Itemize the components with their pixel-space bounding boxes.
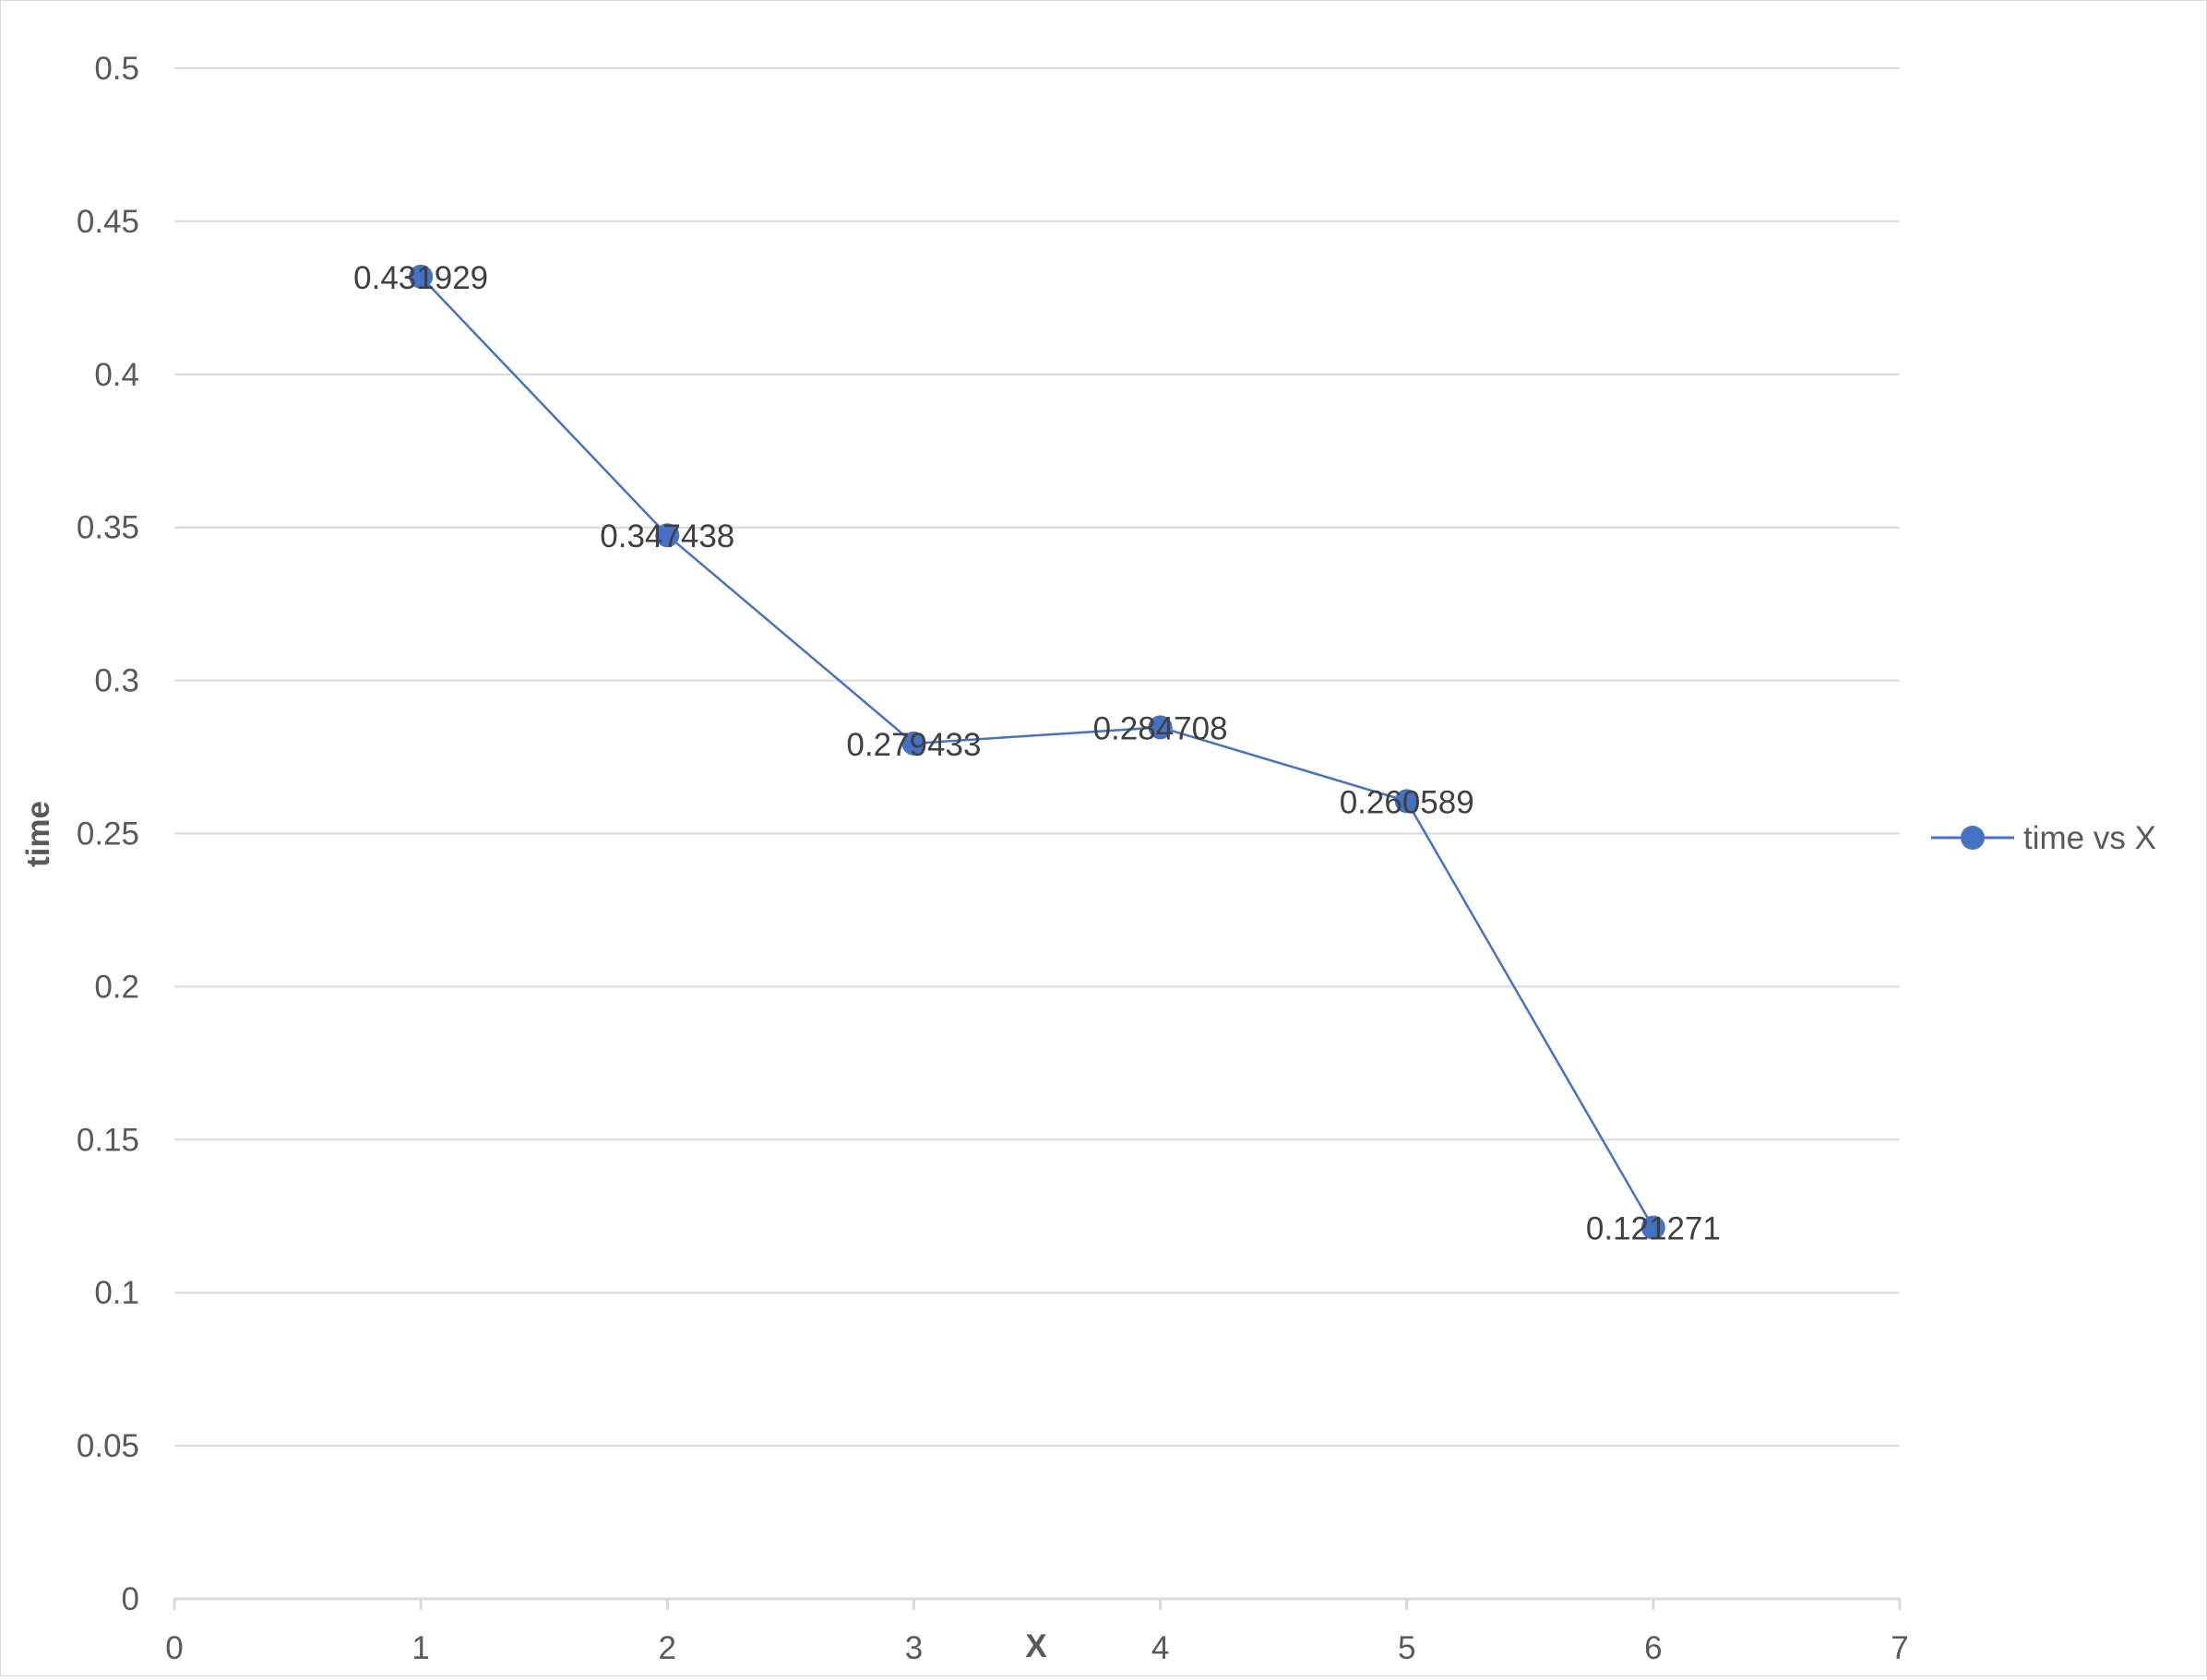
y-tick-label: 0.2 bbox=[94, 969, 139, 1005]
data-point bbox=[409, 264, 434, 289]
x-tick-label: 3 bbox=[905, 1630, 923, 1666]
y-tick-label: 0 bbox=[122, 1581, 139, 1617]
data-point bbox=[901, 731, 926, 756]
series-line bbox=[420, 275, 1654, 1229]
data-label: 0.284708 bbox=[1093, 710, 1228, 746]
legend-label: time vs X bbox=[2023, 820, 2156, 856]
x-tick-label: 2 bbox=[659, 1630, 676, 1666]
data-label: 0.260589 bbox=[1340, 784, 1474, 820]
data-labels: 0.431929 0.347438 0.279433 0.284708 0.260589… bbox=[353, 260, 1721, 1247]
y-tick-label: 0.1 bbox=[94, 1275, 139, 1311]
series-group bbox=[409, 264, 1665, 1240]
x-tick-label: 0 bbox=[165, 1630, 183, 1666]
y-tick-label: 0.15 bbox=[77, 1122, 139, 1158]
x-tick-label: 7 bbox=[1891, 1630, 1908, 1666]
data-point bbox=[655, 523, 680, 548]
legend[interactable]: time vs X bbox=[1931, 820, 2156, 856]
data-point bbox=[1148, 715, 1173, 740]
axes bbox=[173, 1597, 1902, 1610]
data-label: 0.279433 bbox=[846, 727, 981, 763]
data-label: 0.347438 bbox=[600, 518, 734, 554]
y-axis-title: time bbox=[20, 801, 56, 867]
y-tick-label: 0.5 bbox=[94, 51, 139, 87]
data-point bbox=[1640, 1215, 1665, 1240]
data-point bbox=[1394, 789, 1419, 814]
gridlines bbox=[174, 67, 1900, 1448]
x-tick-label: 5 bbox=[1398, 1630, 1415, 1666]
y-tick-label: 0.05 bbox=[77, 1428, 139, 1464]
x-tick-label: 4 bbox=[1151, 1630, 1169, 1666]
legend-marker bbox=[1961, 826, 1985, 850]
x-tick-labels: 0 1 2 3 4 5 6 7 bbox=[165, 1630, 1908, 1666]
y-tick-label: 0.25 bbox=[77, 816, 139, 852]
y-tick-label: 0.4 bbox=[94, 357, 139, 393]
x-tick-label: 6 bbox=[1644, 1630, 1662, 1666]
y-tick-label: 0.35 bbox=[77, 510, 139, 546]
x-axis-title: X bbox=[1025, 1628, 1047, 1664]
data-label: 0.431929 bbox=[353, 260, 488, 296]
data-label: 0.121271 bbox=[1586, 1211, 1721, 1247]
y-tick-label: 0.45 bbox=[77, 204, 139, 240]
y-tick-labels: 0 0.05 0.1 0.15 0.2 0.25 0.3 0.35 0.4 0.45 0.5 bbox=[77, 51, 139, 1617]
y-tick-label: 0.3 bbox=[94, 663, 139, 699]
x-tick-label: 1 bbox=[412, 1630, 429, 1666]
